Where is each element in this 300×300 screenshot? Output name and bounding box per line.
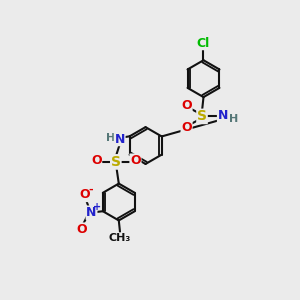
Text: Cl: Cl [197,37,210,50]
Text: O: O [181,121,192,134]
Text: N: N [86,206,97,219]
Text: H: H [106,134,115,143]
Text: N: N [115,133,125,146]
Text: S: S [111,155,121,169]
Text: +: + [93,202,101,212]
Text: H: H [229,114,238,124]
Text: O: O [91,154,101,167]
Text: S: S [197,110,207,123]
Text: CH₃: CH₃ [109,233,131,243]
Text: -: - [88,185,93,195]
Text: O: O [130,154,141,167]
Text: O: O [77,223,87,236]
Text: O: O [181,99,192,112]
Text: N: N [218,109,228,122]
Text: O: O [80,188,90,201]
